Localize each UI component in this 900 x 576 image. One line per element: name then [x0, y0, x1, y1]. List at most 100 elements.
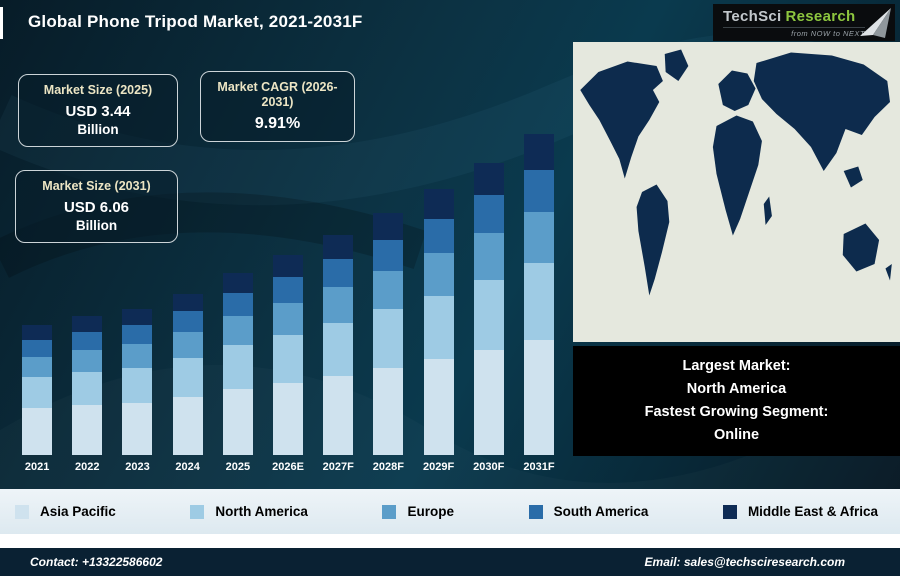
stat-label: Market Size (2025): [43, 83, 153, 97]
bar-column-2022: [62, 58, 112, 455]
bar-segment-europe: [122, 344, 153, 368]
stat-value: USD 3.44: [65, 103, 131, 120]
map-europe: [718, 70, 756, 111]
bar-segment-south-america: [423, 218, 454, 254]
bar-segment-north-america: [172, 358, 203, 397]
bar-column-2021: [12, 58, 62, 455]
bar-segment-middle-east-africa: [323, 234, 354, 259]
bar-segment-south-america: [373, 239, 404, 271]
legend-label-north-america: North America: [215, 504, 308, 519]
logo-tagline: from NOW to NEXT: [791, 28, 865, 38]
stat-label: Market CAGR (2026-2031): [217, 80, 338, 109]
bar-stack: [72, 316, 103, 455]
bar-segment-europe: [473, 233, 504, 280]
footer-bar: Contact: +13322586602 Email: sales@techs…: [0, 548, 900, 576]
bar-stack: [222, 272, 253, 455]
bar-column-2023: [112, 58, 162, 455]
callout-line-3: Fastest Growing Segment:: [644, 404, 829, 420]
map-new-zealand: [885, 264, 892, 281]
bar-segment-europe: [373, 270, 404, 310]
bar-column-2025: [213, 58, 263, 455]
bar-segment-north-america: [72, 371, 103, 406]
bar-column-2026e: [263, 58, 313, 455]
callout-line-1: Largest Market:: [682, 358, 791, 374]
bar-column-2028f: [363, 58, 413, 455]
bar-stack: [423, 189, 454, 455]
logo-brand-row: TechSci Research: [723, 8, 865, 25]
stat-unit: Billion: [77, 122, 119, 137]
x-axis-label-2024: 2024: [175, 461, 200, 473]
legend-swatch-north-america: [190, 504, 205, 519]
map-continents: [580, 49, 892, 296]
bar-segment-north-america: [22, 377, 53, 409]
legend-swatch-europe: [382, 504, 397, 519]
bar-stack: [473, 162, 504, 455]
stat-value: USD 6.06: [63, 199, 130, 216]
bar-segment-europe: [423, 253, 454, 296]
callout-line-2: North America: [686, 381, 787, 397]
legend-label-asia-pacific: Asia Pacific: [40, 504, 116, 519]
bar-segment-south-america: [273, 277, 304, 304]
world-map-svg: [573, 42, 900, 342]
stat-label: Market Size (2031): [42, 179, 151, 193]
bar-stack: [273, 254, 304, 455]
legend-item-south-america: South America: [528, 504, 649, 519]
bar-segment-asia-pacific: [172, 396, 203, 455]
bar-segment-north-america: [222, 345, 253, 390]
x-axis-label-2030f: 2030F: [473, 461, 505, 473]
logo-brand-secondary: Research: [785, 7, 856, 25]
bar-segment-asia-pacific: [22, 408, 53, 455]
bar-column-2030f: [464, 58, 514, 455]
logo-arrow-icon: [860, 8, 891, 38]
map-southeast-asia: [843, 166, 863, 188]
bar-segment-middle-east-africa: [273, 254, 304, 278]
market-callout-box: Largest Market: North America Fastest Gr…: [573, 346, 900, 456]
legend-item-europe: Europe: [382, 504, 454, 519]
bar-segment-south-america: [172, 311, 203, 333]
stacked-bar-chart: 2021 2022 2023 2024 2025 2026E 2027F 2028F 2029F…: [12, 58, 564, 477]
legend: Asia Pacific North America Europe South Ame…: [0, 489, 900, 534]
bar-segment-middle-east-africa: [373, 213, 404, 240]
bar-stack: [172, 293, 203, 455]
footer-contact: Contact: +13322586602: [30, 555, 163, 569]
bar-segment-middle-east-africa: [172, 293, 203, 312]
techsci-logo: TechSci Research from NOW to NEXT: [713, 4, 895, 41]
bar-column-2029f: [414, 58, 464, 455]
bar-segment-asia-pacific: [323, 375, 354, 455]
legend-swatch-middle-east-africa: [722, 504, 737, 519]
bar-column-2031f: [514, 58, 564, 455]
bar-segment-north-america: [423, 295, 454, 360]
x-axis-label-2031f: 2031F: [523, 461, 555, 473]
bar-segment-south-america: [122, 325, 153, 345]
legend-swatch-south-america: [528, 504, 543, 519]
stat-value: 9.91%: [254, 115, 301, 132]
bar-segment-south-america: [222, 292, 253, 317]
bar-segment-south-america: [22, 339, 53, 357]
bar-segment-north-america: [273, 334, 304, 384]
bar-segment-europe: [72, 349, 103, 372]
page-title: Global Phone Tripod Market, 2021-2031F: [28, 12, 363, 31]
x-axis-label-2026e: 2026E: [272, 461, 304, 473]
legend-item-middle-east-africa: Middle East & Africa: [722, 504, 878, 519]
bar-segment-asia-pacific: [373, 367, 404, 455]
bar-column-2024: [163, 58, 213, 455]
world-map: [573, 42, 900, 342]
stat-unit: Billion: [75, 218, 118, 233]
x-axis-label-2022: 2022: [75, 461, 100, 473]
bar-segment-middle-east-africa: [423, 189, 454, 219]
bar-stack: [373, 213, 404, 455]
bar-segment-europe: [523, 211, 554, 263]
legend-label-middle-east-africa: Middle East & Africa: [747, 504, 878, 519]
bar-segment-europe: [222, 316, 253, 346]
bar-stack: [523, 134, 554, 455]
stat-box-market-size-2025: Market Size (2025) USD 3.44 Billion: [18, 74, 178, 147]
legend-item-north-america: North America: [190, 504, 308, 519]
bar-segment-asia-pacific: [273, 383, 304, 455]
x-axis-label-2021: 2021: [24, 461, 50, 473]
legend-label-europe: Europe: [407, 504, 454, 519]
legend-label-south-america: South America: [553, 504, 649, 519]
bar-segment-north-america: [323, 322, 354, 376]
bar-segment-north-america: [122, 367, 153, 403]
bar-segment-europe: [323, 287, 354, 323]
